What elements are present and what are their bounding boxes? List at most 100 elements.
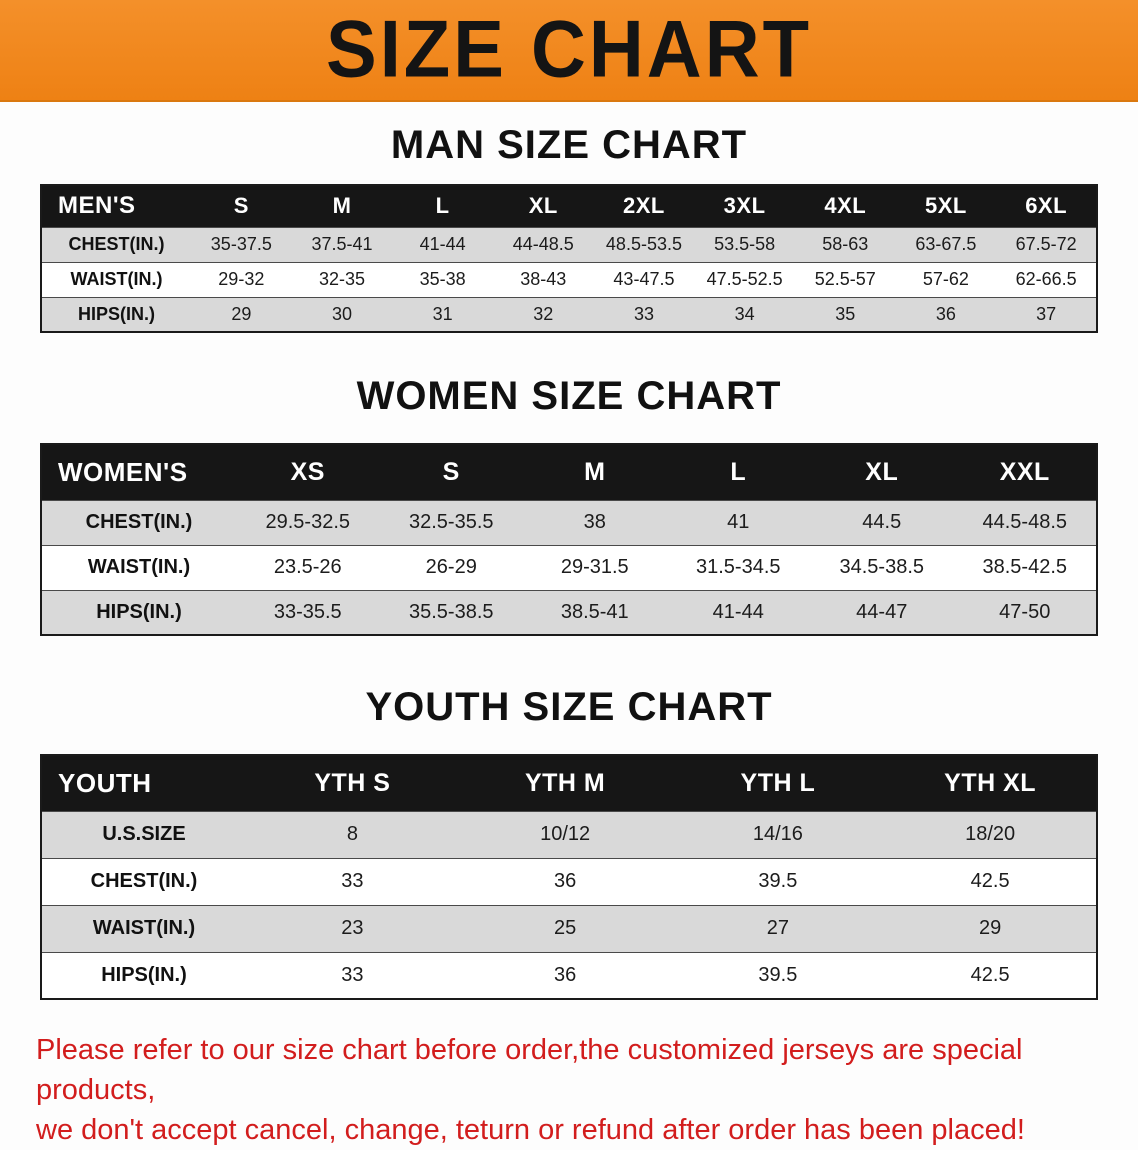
size-value-cell: 44-47 (856, 600, 908, 623)
size-column-header: YTH S (246, 755, 459, 811)
size-value-cell: 57-62 (922, 269, 969, 289)
size-value-cell: 27 (766, 917, 789, 939)
size-value-cell: 10/12 (540, 823, 591, 845)
size-value-cell: 35.5-38.5 (408, 600, 494, 623)
measurement-row: HIPS(IN.) 33 36 39.5 42.5 (41, 952, 1097, 999)
size-value-cell: 47-50 (999, 600, 1051, 623)
size-value-cell: 35-38 (419, 269, 466, 289)
size-value-cell: 18/20 (965, 823, 1016, 845)
size-value-cell: 47.5-52.5 (706, 269, 783, 289)
size-value-cell: 37.5-41 (311, 234, 373, 254)
size-value-cell: 38.5-42.5 (982, 556, 1067, 578)
size-column-header: S (191, 185, 292, 227)
size-column-header: YTH XL (884, 755, 1097, 811)
size-value-cell: 36 (554, 870, 577, 892)
size-value-cell: 29 (979, 917, 1002, 939)
size-column-header: 4XL (794, 185, 896, 227)
size-value-cell: 39.5 (758, 963, 798, 986)
measurement-row: WAIST(IN.) 29-32 32-35 35-38 38-43 43-47.5 47.… (41, 262, 1097, 297)
size-value-cell: 23 (341, 917, 364, 939)
size-value-cell: 52.5-57 (814, 269, 876, 289)
size-value-cell: 29.5-32.5 (265, 511, 350, 533)
youth-size-table: YOUTH YTH S YTH M YTH L YTH XL U.S.SIZE 8 10/12… (40, 754, 1098, 1000)
size-value-cell: 29-31.5 (560, 556, 629, 578)
table-title-cell: MEN'S (41, 185, 191, 227)
size-value-cell: 35-37.5 (210, 234, 272, 254)
row-label: U.S.SIZE (102, 823, 186, 845)
size-value-cell: 31 (432, 303, 453, 324)
measurement-row: WAIST(IN.) 23 25 27 29 (41, 905, 1097, 952)
disclaimer-line-2: we don't accept cancel, change, teturn o… (36, 1114, 1025, 1147)
size-value-cell: 8 (346, 823, 358, 845)
size-value-cell: 32 (533, 303, 554, 324)
size-value-cell: 14/16 (752, 823, 803, 845)
table-header-row: MEN'S S M L XL 2XL 3XL 4XL 5XL 6XL (41, 185, 1097, 227)
size-value-cell: 44-48.5 (512, 234, 574, 254)
women-size-table: WOMEN'S XS S M L XL XXL CHEST(IN.) 29.5-32.5 32.5… (40, 443, 1098, 636)
size-column-header: 5XL (895, 185, 997, 227)
measurement-row: U.S.SIZE 8 10/12 14/16 18/20 (41, 811, 1097, 858)
size-column-header: YTH M (458, 755, 672, 811)
measurement-row: CHEST(IN.) 29.5-32.5 32.5-35.5 38 41 44.5 44.5… (41, 500, 1097, 545)
size-value-cell: 39.5 (758, 870, 798, 892)
size-value-cell: 36 (554, 963, 577, 986)
measurement-row: CHEST(IN.) 35-37.5 37.5-41 41-44 44-48.5 48.5… (41, 227, 1097, 262)
men-section-heading: MAN SIZE CHART (390, 123, 748, 167)
size-value-cell: 26-29 (425, 556, 477, 578)
size-value-cell: 41 (727, 511, 750, 533)
size-value-cell: 43-47.5 (613, 269, 675, 289)
youth-section-heading: YOUTH SIZE CHART (365, 685, 773, 729)
men-size-section: MAN SIZE CHART MEN'S S M L XL 2XL 3XL 4XL 5XL 6XL… (0, 122, 1138, 333)
size-value-cell: 31.5-34.5 (695, 556, 781, 578)
measurement-row: WAIST(IN.) 23.5-26 26-29 29-31.5 31.5-34.5 34… (41, 545, 1097, 590)
size-value-cell: 32-35 (318, 269, 365, 289)
row-label: CHEST(IN.) (85, 511, 193, 533)
row-label: WAIST(IN.) (87, 556, 191, 578)
size-value-cell: 33 (633, 303, 654, 324)
page-title: SIZE CHART (326, 4, 812, 95)
size-value-cell: 62-66.5 (1015, 269, 1077, 289)
women-section-heading: WOMEN SIZE CHART (356, 374, 782, 418)
measurement-row: HIPS(IN.) 29 30 31 32 33 34 35 36 37 (41, 297, 1097, 332)
size-value-cell: 32.5-35.5 (408, 511, 494, 533)
size-value-cell: 48.5-53.5 (605, 234, 682, 254)
size-value-cell: 38.5-41 (560, 600, 629, 623)
size-column-header: XL (492, 185, 594, 227)
size-value-cell: 25 (554, 917, 577, 939)
size-column-header: YTH L (671, 755, 885, 811)
size-value-cell: 41-44 (419, 234, 466, 254)
table-header-row: YOUTH YTH S YTH M YTH L YTH XL (41, 755, 1097, 811)
size-value-cell: 44.5-48.5 (982, 511, 1067, 533)
size-chart-banner: SIZE CHART (0, 0, 1138, 102)
size-value-cell: 53.5-58 (714, 234, 776, 254)
row-label: WAIST(IN.) (92, 917, 196, 939)
size-value-cell: 42.5 (970, 963, 1010, 986)
row-label: HIPS(IN.) (77, 303, 155, 324)
size-value-cell: 44.5 (862, 511, 902, 533)
size-value-cell: 33-35.5 (273, 600, 342, 623)
size-value-cell: 58-63 (822, 234, 869, 254)
size-column-header: S (379, 444, 523, 500)
row-label: CHEST(IN.) (90, 870, 198, 892)
size-value-cell: 63-67.5 (915, 234, 977, 254)
measurement-row: CHEST(IN.) 33 36 39.5 42.5 (41, 858, 1097, 905)
size-column-header: 3XL (694, 185, 795, 227)
size-value-cell: 33 (341, 870, 364, 892)
row-label: HIPS(IN.) (96, 600, 182, 623)
table-title-cell: WOMEN'S (41, 444, 236, 500)
youth-size-section: YOUTH SIZE CHART YOUTH YTH S YTH M YTH L YTH… (0, 684, 1138, 1000)
size-column-header: XL (810, 444, 954, 500)
size-column-header: M (291, 185, 393, 227)
size-column-header: XS (236, 444, 380, 500)
size-value-cell: 67.5-72 (1015, 234, 1077, 254)
size-column-header: 2XL (593, 185, 695, 227)
size-value-cell: 30 (331, 303, 352, 324)
size-value-cell: 29-32 (218, 269, 265, 289)
disclaimer: Please refer to our size chart before or… (36, 1030, 1118, 1150)
size-value-cell: 35 (835, 303, 856, 324)
size-column-header: L (392, 185, 493, 227)
measurement-row: HIPS(IN.) 33-35.5 35.5-38.5 38.5-41 41-44 44-… (41, 590, 1097, 635)
men-size-table: MEN'S S M L XL 2XL 3XL 4XL 5XL 6XL CHEST(IN.) 35-37… (40, 184, 1098, 333)
women-size-section: WOMEN SIZE CHART WOMEN'S XS S M L XL XXL CHEST(… (0, 373, 1138, 636)
size-value-cell: 36 (935, 303, 956, 324)
